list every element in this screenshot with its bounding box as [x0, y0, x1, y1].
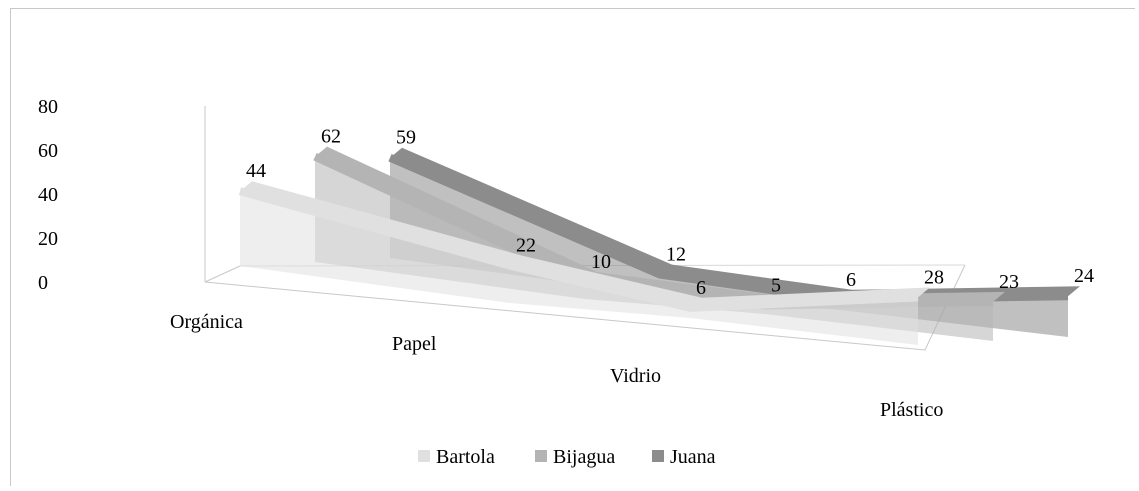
data-label: 23	[999, 271, 1019, 293]
category-label: Papel	[392, 333, 437, 355]
legend-label: Bartola	[436, 446, 495, 468]
category-label: Plástico	[880, 399, 943, 421]
data-label: 22	[516, 235, 536, 257]
data-label-layer: 59 12 6 24 62 10 5 23 44 22 6 28	[246, 126, 1094, 299]
data-label: 28	[924, 266, 944, 288]
y-tick-label: 80	[38, 96, 58, 118]
data-label: 5	[771, 275, 781, 297]
legend: Bartola Bijagua Juana	[418, 446, 716, 468]
data-label: 12	[666, 244, 686, 266]
data-label: 10	[591, 251, 611, 273]
category-axis: Orgánica Papel Vidrio Plástico	[170, 311, 943, 421]
y-tick-label: 60	[38, 140, 58, 162]
data-label: 24	[1074, 265, 1094, 287]
data-label: 6	[696, 277, 706, 299]
data-label: 6	[846, 269, 856, 291]
y-tick-label: 40	[38, 184, 58, 206]
legend-swatch-bartola	[418, 450, 430, 462]
series-layer	[238, 146, 1080, 345]
legend-swatch-juana	[652, 450, 664, 462]
category-label: Vidrio	[610, 365, 661, 387]
legend-swatch-bijagua	[535, 450, 547, 462]
data-label: 59	[396, 127, 416, 149]
data-label: 44	[246, 160, 266, 182]
series-line-bartola	[238, 187, 919, 312]
y-tick-label: 20	[38, 228, 58, 250]
legend-label: Juana	[670, 446, 716, 468]
series-bartola	[238, 181, 930, 345]
chart-frame	[10, 8, 1135, 486]
legend-label: Bijagua	[553, 446, 615, 468]
category-label: Orgánica	[170, 311, 243, 333]
y-tick-label: 0	[38, 272, 48, 294]
data-label: 62	[321, 126, 341, 148]
